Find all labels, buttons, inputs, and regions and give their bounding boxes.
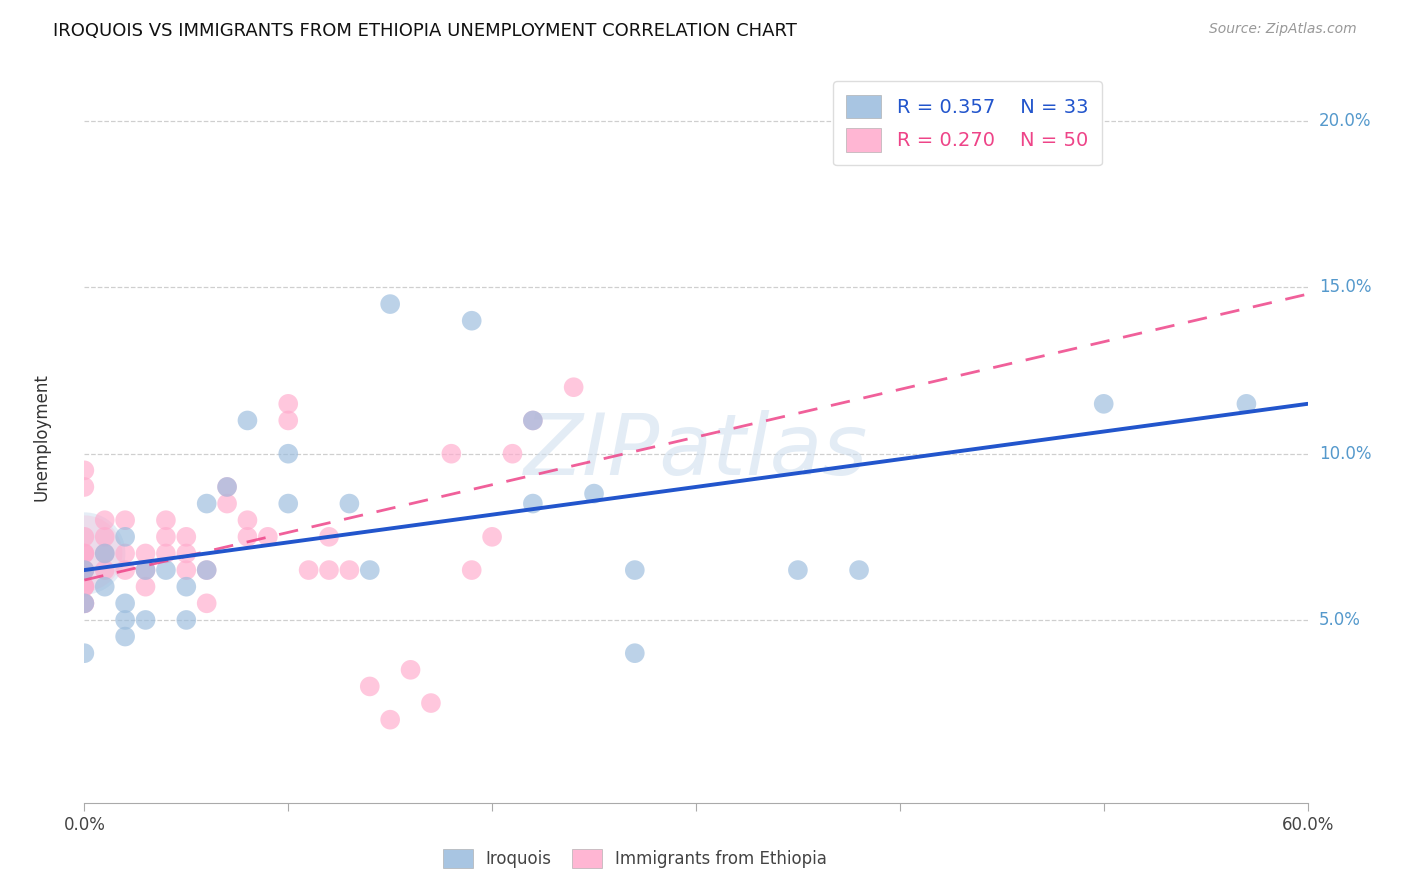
Point	[93, 563, 115, 577]
Text: 10.0%: 10.0%	[1319, 445, 1371, 463]
Point	[73, 563, 96, 577]
Point	[73, 646, 96, 660]
Point	[73, 530, 96, 544]
Point	[73, 596, 96, 610]
Point	[93, 580, 115, 594]
Text: Unemployment: Unemployment	[32, 373, 51, 501]
Point	[217, 480, 239, 494]
Point	[624, 563, 647, 577]
Point	[155, 563, 177, 577]
Point	[236, 513, 259, 527]
Point	[174, 580, 197, 594]
Point	[624, 646, 647, 660]
Point	[236, 413, 259, 427]
Text: ZIPatlas: ZIPatlas	[524, 410, 868, 493]
Point	[339, 563, 361, 577]
Point	[114, 613, 136, 627]
Point	[461, 563, 484, 577]
Point	[359, 563, 381, 577]
Point	[583, 486, 606, 500]
Point	[135, 613, 157, 627]
Text: 5.0%: 5.0%	[1319, 611, 1361, 629]
Point	[236, 530, 259, 544]
Point	[73, 463, 96, 477]
Point	[562, 380, 585, 394]
Point	[114, 596, 136, 610]
Point	[318, 530, 340, 544]
Legend: Iroquois, Immigrants from Ethiopia: Iroquois, Immigrants from Ethiopia	[436, 842, 834, 875]
Point	[399, 663, 422, 677]
Point	[522, 413, 544, 427]
Point	[155, 546, 177, 560]
Point	[174, 546, 197, 560]
Point	[114, 546, 136, 560]
Point	[114, 630, 136, 644]
Point	[277, 447, 299, 461]
Point	[1236, 397, 1258, 411]
Text: 20.0%: 20.0%	[1319, 112, 1371, 130]
Point	[73, 546, 96, 560]
Text: IROQUOIS VS IMMIGRANTS FROM ETHIOPIA UNEMPLOYMENT CORRELATION CHART: IROQUOIS VS IMMIGRANTS FROM ETHIOPIA UNE…	[53, 22, 797, 40]
Point	[93, 546, 115, 560]
Point	[73, 580, 96, 594]
Point	[195, 497, 218, 511]
Point	[135, 563, 157, 577]
Point	[73, 596, 96, 610]
Point	[1092, 397, 1115, 411]
Text: Source: ZipAtlas.com: Source: ZipAtlas.com	[1209, 22, 1357, 37]
Point	[380, 297, 402, 311]
Point	[73, 596, 96, 610]
Point	[174, 613, 197, 627]
Point	[277, 397, 299, 411]
Point	[481, 530, 503, 544]
Point	[787, 563, 810, 577]
Point	[114, 513, 136, 527]
Point	[217, 497, 239, 511]
Point	[217, 480, 239, 494]
Point	[461, 314, 484, 328]
Point	[155, 513, 177, 527]
Point	[318, 563, 340, 577]
Point	[848, 563, 870, 577]
Point	[135, 546, 157, 560]
Point	[298, 563, 321, 577]
Point	[155, 530, 177, 544]
Point	[73, 546, 96, 560]
Point	[135, 580, 157, 594]
Point	[93, 530, 115, 544]
Point	[195, 563, 218, 577]
Point	[73, 580, 96, 594]
Point	[73, 563, 96, 577]
Point	[195, 563, 218, 577]
Point	[114, 563, 136, 577]
Point	[380, 713, 402, 727]
Point	[93, 546, 115, 560]
Point	[359, 680, 381, 694]
Text: 15.0%: 15.0%	[1319, 278, 1371, 296]
Point	[73, 546, 96, 560]
Point	[93, 513, 115, 527]
Point	[174, 563, 197, 577]
Point	[339, 497, 361, 511]
Point	[277, 497, 299, 511]
Point	[135, 563, 157, 577]
Point	[522, 497, 544, 511]
Point	[440, 447, 463, 461]
Point	[420, 696, 443, 710]
Point	[73, 563, 96, 577]
Point	[502, 447, 524, 461]
Point	[73, 546, 96, 560]
Point	[257, 530, 280, 544]
Point	[114, 530, 136, 544]
Point	[195, 596, 218, 610]
Point	[73, 480, 96, 494]
Point	[277, 413, 299, 427]
Point	[174, 530, 197, 544]
Point	[522, 413, 544, 427]
